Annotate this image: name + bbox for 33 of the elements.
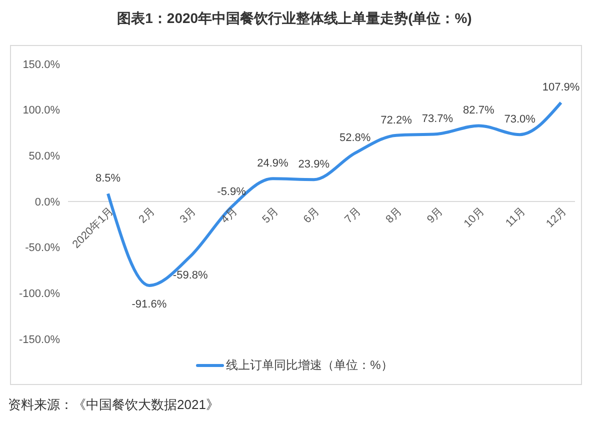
x-tick-label: 5月 bbox=[260, 205, 281, 226]
data-label: 72.2% bbox=[380, 114, 412, 126]
x-tick-label: 11月 bbox=[504, 205, 528, 230]
x-tick-label: 2月 bbox=[136, 205, 158, 226]
x-tick-label: 7月 bbox=[342, 205, 364, 226]
y-tick-label: -150.0% bbox=[19, 334, 60, 346]
x-tick-label: 6月 bbox=[301, 205, 322, 226]
data-label: -91.6% bbox=[132, 298, 167, 310]
x-tick-label: 8月 bbox=[384, 205, 404, 226]
data-label: 52.8% bbox=[339, 132, 371, 144]
data-label: 24.9% bbox=[257, 158, 289, 170]
data-label: 8.5% bbox=[95, 172, 121, 185]
data-label: 73.7% bbox=[422, 112, 454, 125]
x-tick-label: 3月 bbox=[178, 205, 198, 226]
data-label: 82.7% bbox=[463, 104, 494, 117]
data-label: -59.8% bbox=[172, 269, 208, 282]
x-tick-label: 10月 bbox=[462, 205, 487, 230]
x-tick-label: 4月 bbox=[219, 205, 240, 226]
legend-label: 线上订单同比增速（单位：%） bbox=[226, 357, 393, 374]
y-tick-label: 150.0% bbox=[22, 58, 60, 71]
y-tick-label: 0.0% bbox=[34, 196, 60, 208]
chart-title: 图表1：2020年中国餐饮行业整体线上单量走势(单位：%) bbox=[116, 10, 473, 28]
y-tick-label: -50.0% bbox=[25, 242, 60, 254]
x-tick-label: 9月 bbox=[424, 205, 446, 226]
y-tick-label: 50.0% bbox=[28, 150, 60, 163]
data-label: 73.0% bbox=[504, 114, 536, 126]
y-tick-label: -100.0% bbox=[19, 288, 60, 300]
data-label: 107.9% bbox=[542, 82, 580, 94]
x-tick-label: 12月 bbox=[544, 205, 570, 230]
data-label: -5.9% bbox=[217, 186, 246, 198]
y-tick-label: 100.0% bbox=[22, 104, 60, 117]
text: 资料来源：《中国餐饮大数据2021》 bbox=[8, 396, 219, 414]
data-label: 23.9% bbox=[298, 158, 330, 171]
